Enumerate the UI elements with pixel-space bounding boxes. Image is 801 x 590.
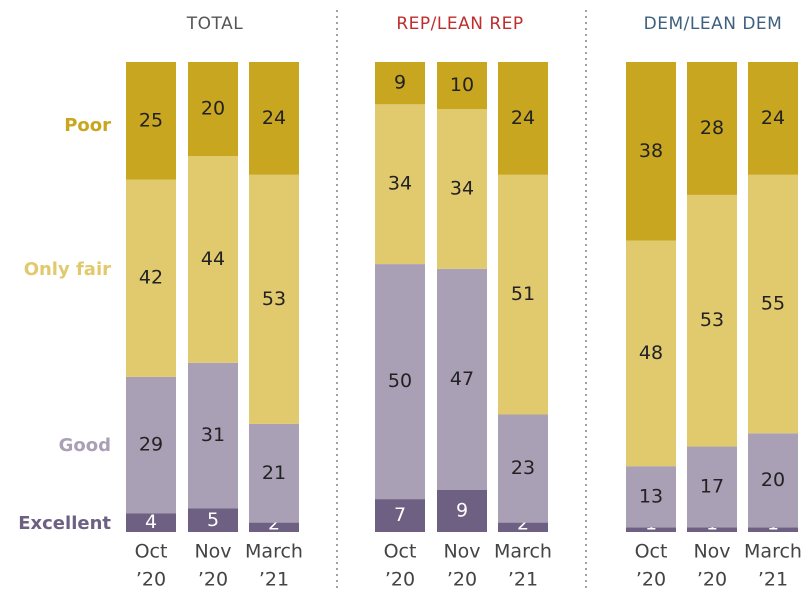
bar-3-2-only-fair	[687, 194, 737, 447]
x-tick-label-year: ’20	[136, 569, 166, 590]
panel-title-3: DEM/LEAN DEM	[644, 14, 783, 34]
data-label: 55	[761, 293, 785, 315]
data-label: 13	[639, 485, 663, 507]
x-tick-label-year: ’21	[758, 569, 788, 590]
data-label: 28	[700, 117, 724, 139]
data-label: 34	[388, 173, 412, 195]
bar-3-3-poor	[748, 62, 798, 175]
x-tick-label: Oct	[384, 541, 417, 563]
bar-2-2-excellent	[437, 489, 487, 532]
bar-2-2-poor	[437, 62, 487, 109]
bar-2-1-good	[375, 264, 425, 500]
data-label: 53	[700, 309, 724, 331]
bar-3-1-poor	[626, 62, 676, 241]
x-tick-label: March	[245, 541, 303, 563]
legend-label-good: Good	[59, 435, 111, 456]
data-label: 7	[394, 504, 406, 526]
data-label: 9	[394, 72, 406, 94]
panel-title-2: REP/LEAN REP	[396, 14, 523, 34]
data-label: 50	[388, 370, 412, 392]
data-label: 10	[450, 74, 474, 96]
data-label: 38	[639, 140, 663, 162]
bar-1-2-only-fair	[188, 156, 238, 363]
data-label: 42	[139, 267, 163, 289]
bar-3-1-excellent	[626, 527, 676, 532]
bar-1-3-excellent	[249, 522, 299, 532]
legend-label-poor: Poor	[64, 115, 111, 136]
bar-3-2-good	[687, 446, 737, 528]
bar-1-2-poor	[188, 62, 238, 156]
bar-3-3-good	[748, 433, 798, 528]
bar-2-3-excellent	[498, 522, 548, 532]
x-tick-label-year: ’21	[259, 569, 289, 590]
x-tick-label: Nov	[443, 541, 480, 563]
data-label: 5	[207, 509, 219, 531]
legend-label-excellent: Excellent	[18, 513, 111, 534]
x-tick-label-year: ’20	[198, 569, 228, 590]
legend-label-only-fair: Only fair	[24, 259, 111, 280]
data-label: 25	[139, 109, 163, 131]
data-label: 24	[761, 107, 785, 129]
data-label: 17	[700, 475, 724, 497]
data-label: 20	[201, 98, 225, 120]
bar-1-3-poor	[249, 62, 299, 175]
bar-3-1-only-fair	[626, 240, 676, 467]
bar-1-2-excellent	[188, 508, 238, 532]
bar-3-1-good	[626, 466, 676, 528]
x-tick-label-year: ’20	[697, 569, 727, 590]
bar-2-1-excellent	[375, 499, 425, 532]
data-label: 24	[511, 107, 535, 129]
bar-1-1-only-fair	[126, 179, 176, 377]
x-tick-label: Oct	[635, 541, 668, 563]
data-label: 31	[201, 424, 225, 446]
bar-1-1-poor	[126, 62, 176, 180]
x-tick-label: March	[744, 541, 801, 563]
bar-3-2-poor	[687, 62, 737, 195]
x-tick-label-year: ’20	[447, 569, 477, 590]
data-label: 48	[639, 342, 663, 364]
bar-3-3-excellent	[748, 527, 798, 532]
bar-1-3-only-fair	[249, 174, 299, 424]
data-label: 47	[450, 368, 474, 390]
data-label: 24	[262, 107, 286, 129]
bar-1-1-good	[126, 376, 176, 514]
x-tick-label-year: ’20	[385, 569, 415, 590]
bar-2-3-only-fair	[498, 174, 548, 415]
bar-1-3-good	[249, 423, 299, 523]
x-tick-label-year: ’20	[636, 569, 666, 590]
bar-1-2-good	[188, 362, 238, 509]
bar-2-3-poor	[498, 62, 548, 175]
x-tick-label: Nov	[194, 541, 231, 563]
bar-2-1-only-fair	[375, 104, 425, 265]
data-label: 34	[450, 177, 474, 199]
data-label: 23	[511, 457, 535, 479]
data-label: 29	[139, 434, 163, 456]
x-tick-label: March	[494, 541, 552, 563]
bar-3-2-excellent	[687, 527, 737, 532]
panel-title-1: TOTAL	[186, 14, 243, 34]
data-label: 9	[456, 499, 468, 521]
data-label: 21	[262, 462, 286, 484]
data-label: 20	[761, 469, 785, 491]
data-label: 51	[511, 283, 535, 305]
bar-2-1-poor	[375, 62, 425, 105]
data-label: 44	[201, 248, 225, 270]
data-label: 4	[145, 511, 157, 533]
bar-2-2-only-fair	[437, 109, 487, 269]
bar-1-1-excellent	[126, 513, 176, 532]
x-tick-label: Oct	[135, 541, 168, 563]
x-tick-label: Nov	[693, 541, 730, 563]
bar-2-2-good	[437, 268, 487, 490]
data-label: 53	[262, 288, 286, 310]
x-tick-label-year: ’21	[508, 569, 538, 590]
bar-2-3-good	[498, 414, 548, 523]
bar-3-3-only-fair	[748, 174, 798, 434]
